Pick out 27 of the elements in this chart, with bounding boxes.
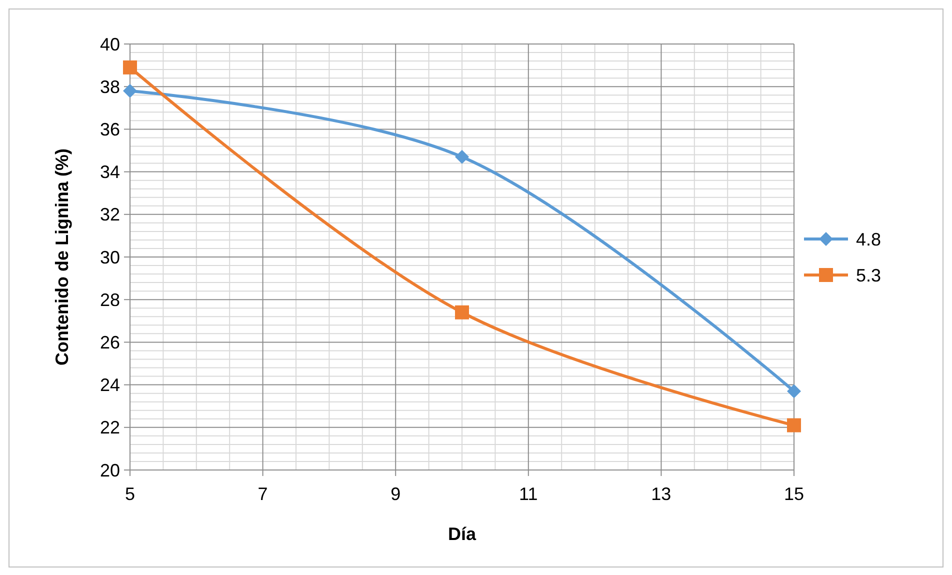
y-tick-label: 36 bbox=[100, 120, 120, 140]
x-tick-label: 5 bbox=[124, 484, 136, 504]
point bbox=[123, 84, 137, 98]
y-axis-title: Contenido de Lignina (%) bbox=[52, 148, 72, 366]
x-tick-label: 15 bbox=[784, 484, 804, 504]
point bbox=[787, 384, 801, 398]
point bbox=[455, 150, 469, 164]
y-tick-label: 26 bbox=[100, 332, 120, 352]
x-tick-label: 13 bbox=[651, 484, 672, 504]
x-tick-label: 11 bbox=[519, 484, 538, 504]
point bbox=[455, 305, 469, 320]
x-tick-label: 9 bbox=[390, 484, 401, 504]
y-tick-label: 20 bbox=[100, 460, 120, 480]
y-tick-label: 28 bbox=[100, 290, 120, 310]
x-tick-label: 7 bbox=[258, 484, 268, 504]
y-tick-label: 30 bbox=[100, 247, 120, 268]
y-tick-label: 32 bbox=[100, 204, 120, 225]
y-tick-label: 22 bbox=[100, 418, 120, 438]
point bbox=[123, 60, 137, 74]
y-tick-label: 38 bbox=[100, 76, 120, 97]
point bbox=[787, 418, 801, 432]
legend-label: 4.8 bbox=[856, 229, 882, 250]
y-tick-label: 40 bbox=[100, 34, 120, 54]
legend-label: 5.3 bbox=[856, 265, 882, 286]
y-tick-label: 24 bbox=[100, 375, 120, 396]
x-axis-title: Día bbox=[448, 524, 477, 544]
y-tick-label: 34 bbox=[100, 162, 120, 182]
